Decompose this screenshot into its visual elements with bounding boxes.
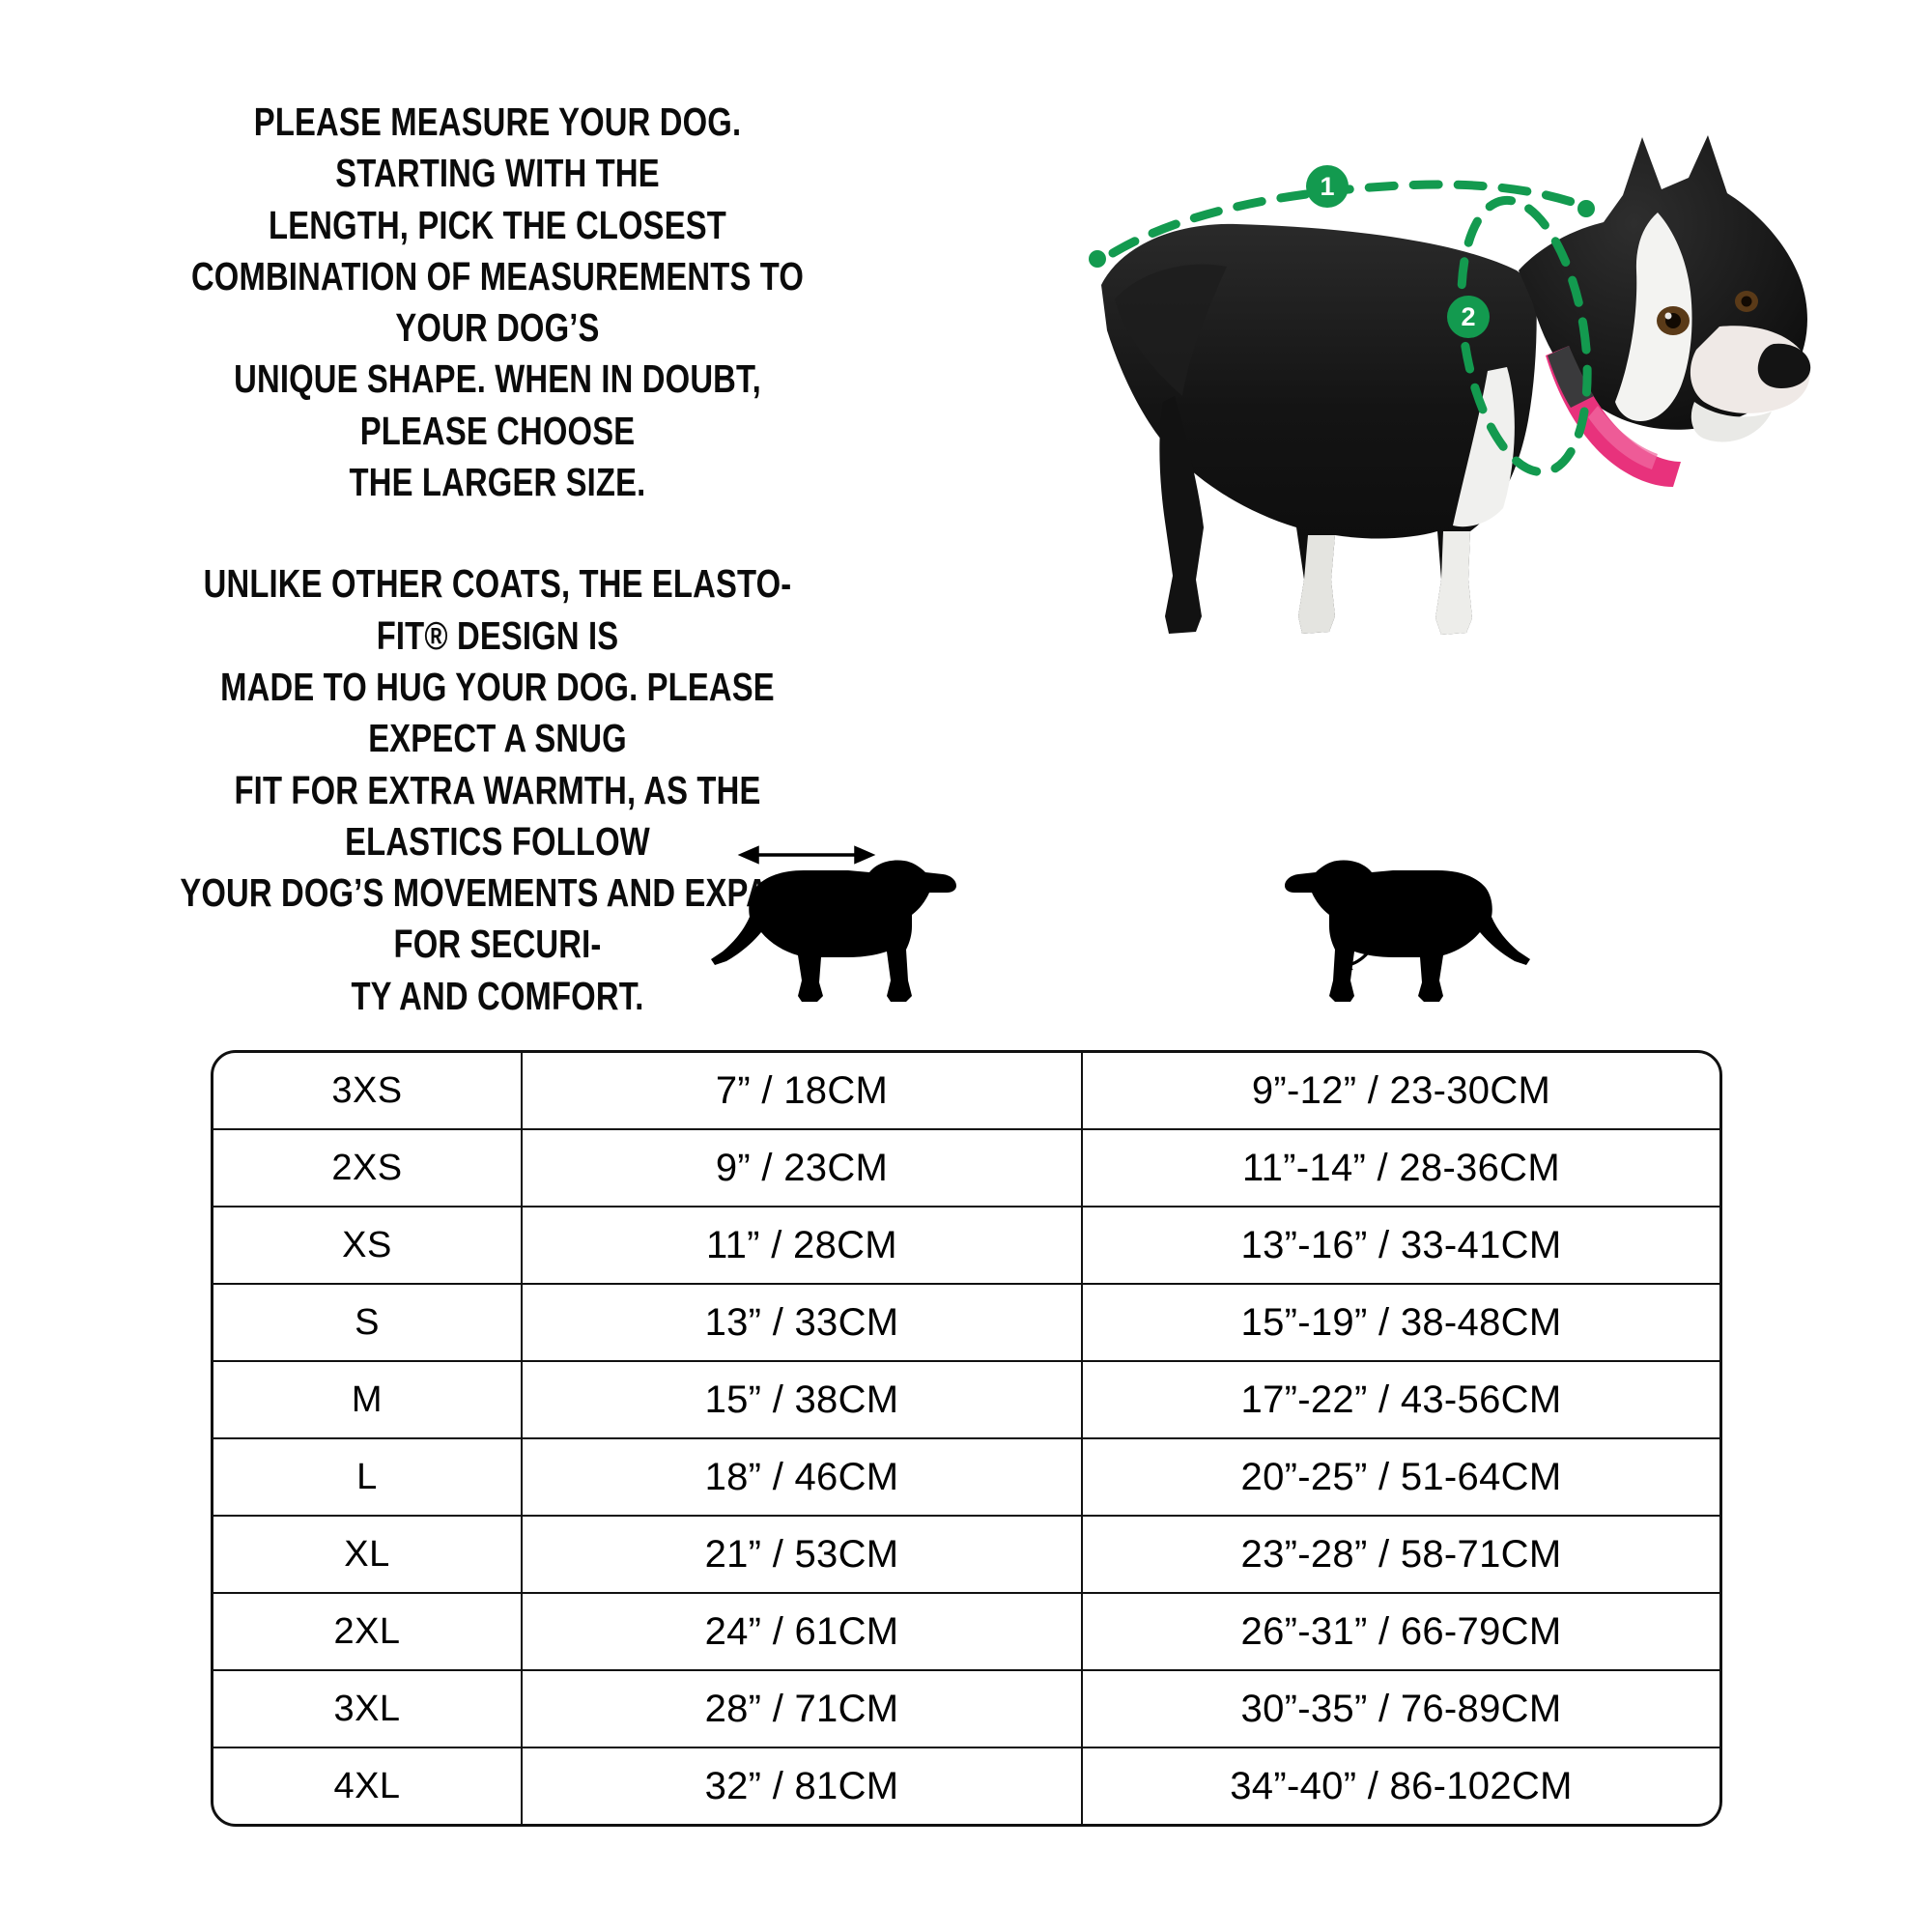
cell-size: S	[213, 1285, 523, 1360]
measurement-badge-2-label: 2	[1461, 302, 1475, 331]
table-row: 4XL 32” / 81CM 34”-40” / 86-102CM	[213, 1748, 1719, 1824]
cell-size: 4XL	[213, 1748, 523, 1824]
dog-silhouette-right-facing	[711, 860, 956, 1002]
cell-girth: 26”-31” / 66-79CM	[1240, 1609, 1562, 1653]
measurement-badge-2: 2	[1447, 296, 1490, 338]
cell-girth: 20”-25” / 51-64CM	[1240, 1455, 1562, 1498]
cell-girth: 17”-22” / 43-56CM	[1240, 1378, 1562, 1421]
instructions-paragraph-elasto-fit: UNLIKE OTHER COATS, THE ELASTO-FIT® DESI…	[180, 561, 815, 1018]
table-row: XS 11” / 28CM 13”-16” / 33-41CM	[213, 1208, 1719, 1285]
instructions-paragraph-measure: PLEASE MEASURE YOUR DOG. STARTING WITH T…	[190, 99, 805, 505]
instructions-block: PLEASE MEASURE YOUR DOG. STARTING WITH T…	[97, 97, 898, 1022]
measurement-badge-1-label: 1	[1320, 172, 1334, 201]
cell-length: 21” / 53CM	[523, 1517, 1083, 1592]
cell-girth: 30”-35” / 76-89CM	[1240, 1687, 1562, 1730]
cell-girth: 23”-28” / 58-71CM	[1240, 1532, 1562, 1576]
cell-length: 24” / 61CM	[523, 1594, 1083, 1669]
measurement-badge-1: 1	[1306, 165, 1349, 208]
cell-length: 18” / 46CM	[523, 1439, 1083, 1515]
table-row: XL 21” / 53CM 23”-28” / 58-71CM	[213, 1517, 1719, 1594]
table-row: 2XL 24” / 61CM 26”-31” / 66-79CM	[213, 1594, 1719, 1671]
table-row: S 13” / 33CM 15”-19” / 38-48CM	[213, 1285, 1719, 1362]
cell-size: XL	[213, 1517, 523, 1592]
table-row: 2XS 9” / 23CM 11”-14” / 28-36CM	[213, 1130, 1719, 1208]
cell-size: 3XS	[213, 1053, 523, 1128]
girth-loop-arrow-icon	[1337, 872, 1386, 975]
cell-girth: 11”-14” / 28-36CM	[1242, 1146, 1560, 1189]
cell-length: 13” / 33CM	[523, 1285, 1083, 1360]
cell-size: L	[213, 1439, 523, 1515]
dog-head	[1519, 135, 1811, 442]
cell-length: 9” / 23CM	[523, 1130, 1083, 1206]
measurement-guide-2	[1457, 195, 1592, 477]
cell-length: 7” / 18CM	[523, 1053, 1083, 1128]
girth-measurement-icon	[1256, 826, 1565, 1009]
cell-length: 32” / 81CM	[523, 1748, 1083, 1824]
cell-size: M	[213, 1362, 523, 1437]
header-area: PLEASE MEASURE YOUR DOG. STARTING WITH T…	[0, 0, 1932, 1018]
table-row: 3XS 7” / 18CM 9”-12” / 23-30CM	[213, 1053, 1719, 1130]
measurement-icon-row	[0, 826, 1932, 1009]
measurement-guide-1	[1089, 180, 1595, 268]
length-arrow-icon	[737, 845, 876, 865]
cell-size: 3XL	[213, 1671, 523, 1747]
dog-body	[1101, 223, 1537, 635]
length-measurement-icon	[676, 826, 985, 1009]
cell-length: 28” / 71CM	[523, 1671, 1083, 1747]
cell-length: 15” / 38CM	[523, 1362, 1083, 1437]
table-row: 3XL 28” / 71CM 30”-35” / 76-89CM	[213, 1671, 1719, 1748]
dog-silhouette-left-facing	[1285, 860, 1530, 1002]
cell-size: 2XS	[213, 1130, 523, 1206]
size-chart-table: 3XS 7” / 18CM 9”-12” / 23-30CM 2XS 9” / …	[211, 1050, 1722, 1827]
cell-girth: 13”-16” / 33-41CM	[1240, 1223, 1562, 1266]
table-row: M 15” / 38CM 17”-22” / 43-56CM	[213, 1362, 1719, 1439]
cell-girth: 15”-19” / 38-48CM	[1240, 1300, 1562, 1344]
cell-length: 11” / 28CM	[523, 1208, 1083, 1283]
dog-photo: 1 2	[1082, 77, 1893, 773]
cell-girth: 9”-12” / 23-30CM	[1251, 1068, 1551, 1112]
cell-size: XS	[213, 1208, 523, 1283]
cell-size: 2XL	[213, 1594, 523, 1669]
cell-girth: 34”-40” / 86-102CM	[1230, 1764, 1573, 1807]
table-row: L 18” / 46CM 20”-25” / 51-64CM	[213, 1439, 1719, 1517]
